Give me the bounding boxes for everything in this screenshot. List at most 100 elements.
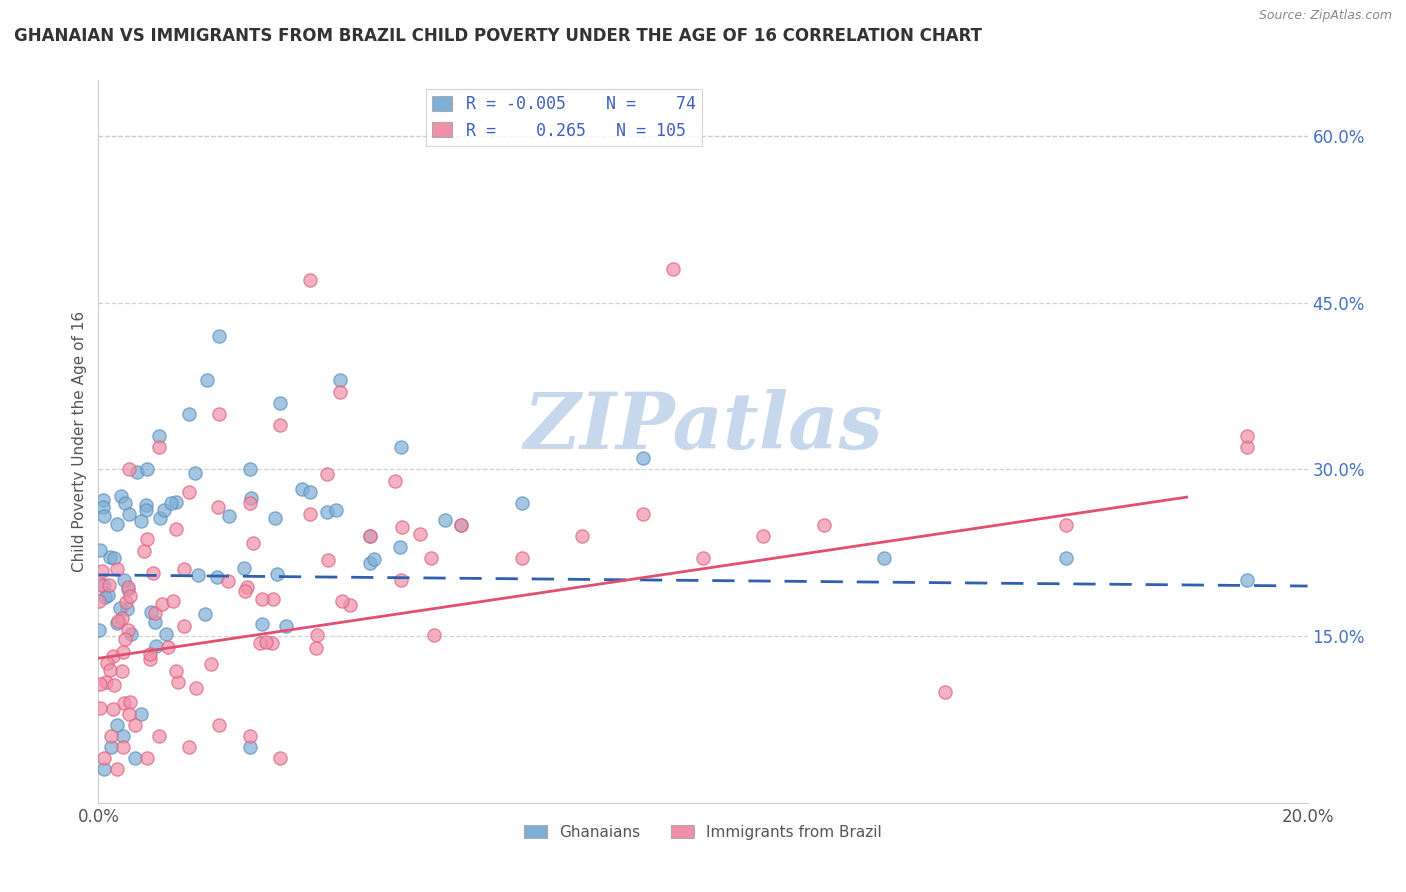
Point: [305, 640, 328, 655]
Point: [233, 561, 256, 575]
Text: ZIPatlas: ZIPatlas: [523, 389, 883, 466]
Point: [135, 751, 157, 765]
Point: [299, 507, 322, 521]
Point: [93, 763, 115, 777]
Point: [934, 684, 956, 698]
Point: [184, 681, 207, 696]
Point: [139, 652, 162, 666]
Point: [236, 580, 259, 594]
Point: [571, 529, 593, 543]
Point: [89, 542, 111, 557]
Point: [90, 564, 112, 578]
Point: [360, 529, 382, 543]
Point: [339, 599, 361, 613]
Point: [105, 561, 128, 575]
Point: [105, 616, 128, 631]
Point: [108, 600, 131, 615]
Point: [105, 517, 128, 532]
Point: [1236, 440, 1258, 454]
Point: [135, 462, 157, 476]
Point: [118, 589, 141, 603]
Point: [89, 701, 111, 715]
Point: [266, 566, 288, 581]
Point: [149, 510, 172, 524]
Point: [89, 677, 111, 691]
Point: [98, 578, 121, 592]
Point: [269, 751, 291, 765]
Point: [299, 273, 322, 287]
Point: [299, 484, 322, 499]
Point: [239, 496, 262, 510]
Point: [218, 508, 240, 523]
Point: [105, 718, 128, 732]
Point: [117, 580, 139, 594]
Point: [179, 740, 201, 755]
Point: [91, 500, 114, 514]
Point: [420, 551, 443, 566]
Point: [153, 503, 176, 517]
Point: [118, 695, 141, 709]
Point: [101, 648, 124, 663]
Point: [254, 635, 277, 649]
Point: [143, 615, 166, 629]
Point: [125, 465, 148, 479]
Point: [207, 500, 229, 514]
Point: [87, 594, 110, 608]
Point: [692, 551, 714, 566]
Point: [118, 507, 141, 521]
Point: [433, 513, 456, 527]
Point: [93, 509, 115, 524]
Point: [631, 451, 654, 466]
Y-axis label: Child Poverty Under the Age of 16: Child Poverty Under the Age of 16: [72, 311, 87, 572]
Point: [631, 507, 654, 521]
Point: [388, 541, 411, 555]
Point: [173, 562, 195, 576]
Point: [165, 665, 187, 679]
Point: [291, 483, 314, 497]
Point: [139, 647, 162, 661]
Point: [115, 602, 138, 616]
Point: [330, 593, 353, 607]
Point: [148, 440, 170, 454]
Point: [205, 570, 228, 584]
Point: [262, 592, 284, 607]
Point: [110, 611, 132, 625]
Point: [1236, 574, 1258, 588]
Point: [264, 511, 287, 525]
Point: [316, 553, 339, 567]
Point: [217, 574, 239, 588]
Point: [103, 702, 125, 716]
Point: [100, 740, 122, 755]
Point: [363, 552, 385, 566]
Point: [173, 619, 195, 633]
Point: [165, 522, 187, 536]
Point: [179, 484, 201, 499]
Text: Source: ZipAtlas.com: Source: ZipAtlas.com: [1258, 9, 1392, 22]
Point: [94, 590, 117, 604]
Point: [391, 520, 413, 534]
Point: [129, 515, 152, 529]
Point: [145, 639, 167, 653]
Point: [195, 373, 218, 387]
Point: [360, 529, 382, 543]
Point: [94, 675, 117, 690]
Point: [107, 615, 129, 629]
Point: [100, 729, 122, 743]
Point: [114, 496, 136, 510]
Point: [100, 663, 122, 677]
Point: [112, 645, 135, 659]
Point: [111, 740, 134, 755]
Point: [117, 582, 139, 596]
Point: [315, 505, 337, 519]
Point: [93, 751, 115, 765]
Point: [813, 517, 835, 532]
Point: [1236, 429, 1258, 443]
Point: [269, 417, 291, 432]
Point: [96, 657, 118, 671]
Point: [450, 517, 472, 532]
Point: [179, 407, 201, 421]
Point: [329, 384, 352, 399]
Point: [239, 729, 262, 743]
Point: [136, 533, 159, 547]
Point: [208, 407, 231, 421]
